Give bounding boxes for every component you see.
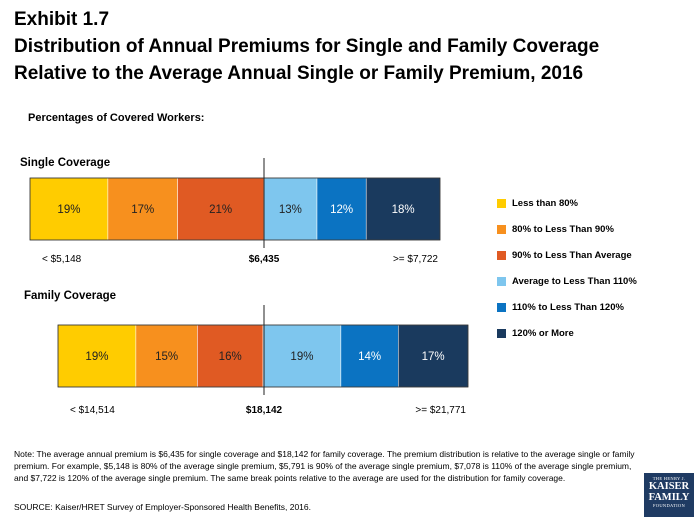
single-bar-segment-6 [365,177,441,241]
family-bar-segment-3 [197,324,264,388]
family-bar-segment-2 [135,324,198,388]
family-bar-border [57,324,469,388]
family-value-label-6: 17% [422,351,445,363]
legend-label: 110% to Less Than 120% [512,301,624,313]
family-bar-segment-4 [262,324,342,388]
legend-label: Less than 80% [512,197,578,209]
title-line-1: Distribution of Annual Premiums for Sing… [14,36,600,57]
single-high-label: >= $7,722 [393,254,438,265]
single-value-label-4: 13% [279,204,302,216]
single-low-label: < $5,148 [42,254,82,265]
legend-label: 90% to Less Than Average [512,249,632,261]
family-low-label: < $14,514 [70,405,115,416]
legend-swatch [497,302,506,312]
single-bar-border [29,177,441,241]
legend-item-6: 120% or More [497,320,637,346]
legend-item-2: 80% to Less Than 90% [497,216,637,242]
legend-label: 120% or More [512,327,574,339]
exhibit-number: Exhibit 1.7 [14,9,110,30]
family-high-label: >= $21,771 [415,405,466,416]
legend-item-3: 90% to Less Than Average [497,242,637,268]
single-bar-segment-4 [263,177,318,241]
legend-swatch [497,328,506,338]
family-value-label-3: 16% [219,351,242,363]
legend-swatch [497,198,506,208]
single-value-label-5: 12% [330,204,353,216]
single-coverage-label: Single Coverage [20,157,111,169]
footnote: Note: The average annual premium is $6,4… [14,449,635,483]
single-value-label-1: 19% [57,204,80,216]
source-note: SOURCE: Kaiser/HRET Survey of Employer-S… [14,502,312,512]
legend-item-5: 110% to Less Than 120% [497,294,637,320]
legend-item-1: Less than 80% [497,190,637,216]
single-average-label: $6,435 [249,254,280,265]
single-value-label-3: 21% [209,204,232,216]
family-value-label-2: 15% [155,351,178,363]
family-value-label-4: 19% [290,351,313,363]
family-coverage-label: Family Coverage [24,290,117,302]
legend-item-4: Average to Less Than 110% [497,268,637,294]
legend-label: 80% to Less Than 90% [512,223,614,235]
legend-label: Average to Less Than 110% [512,275,637,287]
family-average-label: $18,142 [246,405,283,416]
title-line-2: Relative to the Average Annual Single or… [14,63,584,84]
single-value-label-6: 18% [392,204,415,216]
family-bar-segment-1 [57,324,137,388]
chart-subtitle: Percentages of Covered Workers: [28,112,205,124]
legend-swatch [497,224,506,234]
family-value-label-1: 19% [85,351,108,363]
legend-swatch [497,276,506,286]
kff-logo: THE HENRY J. KAISER FAMILY FOUNDATION [644,473,694,517]
title-block: Exhibit 1.7 Distribution of Annual Premi… [14,6,599,87]
family-value-label-5: 14% [358,351,381,363]
single-value-label-2: 17% [131,204,154,216]
single-bar-segment-2 [107,177,178,241]
chart-legend: Less than 80% 80% to Less Than 90% 90% to … [497,190,637,346]
legend-swatch [497,250,506,260]
